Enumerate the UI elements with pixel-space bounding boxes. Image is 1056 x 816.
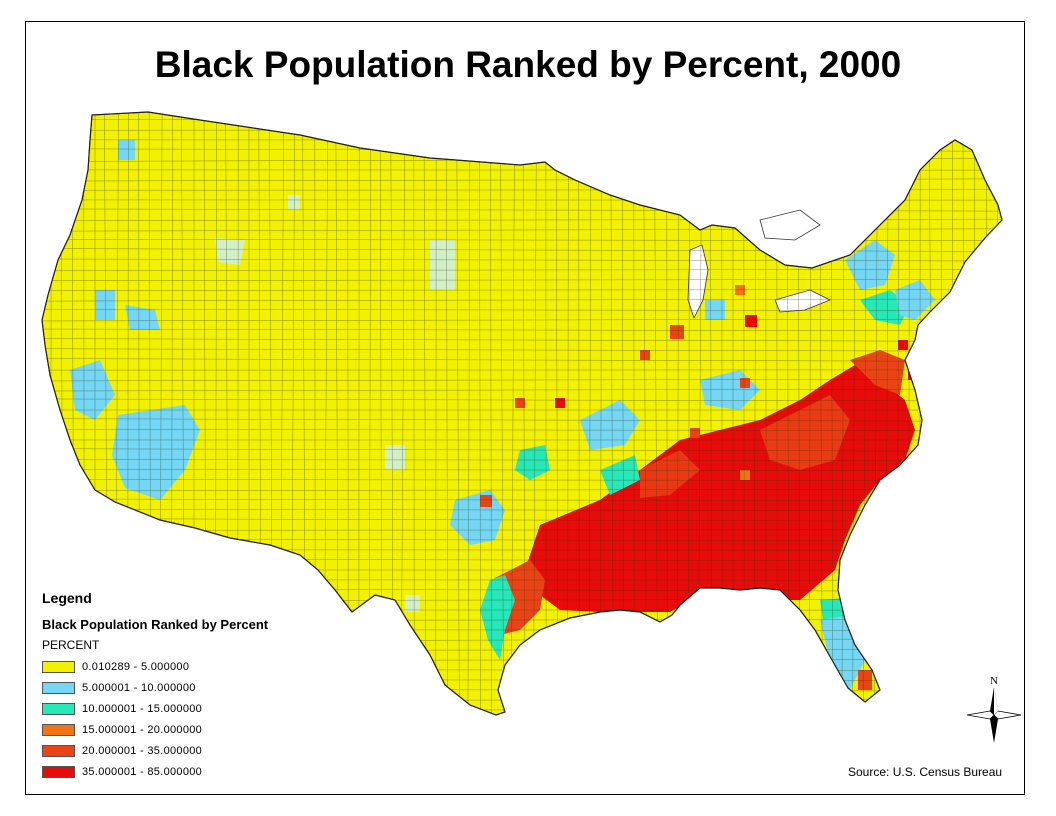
region-5-10-new-england — [895, 280, 935, 320]
county-line — [42, 279, 1002, 281]
region-10-15-arkansas — [600, 455, 640, 495]
county-line — [42, 549, 1002, 551]
region-10-15-texas — [480, 575, 515, 660]
county-line — [42, 448, 1002, 452]
patch-dakotas — [430, 240, 455, 290]
region-5-10-oregon — [95, 290, 115, 320]
county-line — [42, 269, 1002, 271]
county-tennessee — [740, 470, 750, 480]
county-line — [42, 459, 1002, 461]
county-chicago — [670, 325, 684, 339]
county-line — [42, 468, 1002, 472]
patch-texas — [405, 595, 420, 612]
legend-swatch — [42, 661, 75, 673]
patch-idaho — [215, 238, 245, 265]
legend-label: 15.000001 - 20.000000 — [82, 724, 203, 736]
county-line — [42, 518, 1002, 522]
legend-label: 20.000001 - 35.000000 — [82, 745, 203, 757]
county-ohio — [740, 378, 750, 388]
lake-superior-huron — [759, 209, 821, 241]
county-line — [42, 318, 1002, 322]
county-line — [42, 579, 1002, 581]
region-5-10-new-york — [845, 240, 895, 290]
patch-montana — [288, 195, 300, 210]
region-20-35-tennessee — [640, 450, 700, 498]
county-line — [42, 488, 1002, 492]
west-point — [966, 710, 995, 720]
county-line — [42, 358, 1002, 362]
legend-heading: Legend — [42, 590, 92, 606]
map-title: Black Population Ranked by Percent, 2000 — [154, 44, 902, 85]
south-point — [990, 715, 998, 743]
north-label: N — [990, 675, 998, 687]
county-line — [42, 348, 1002, 352]
legend-label: 5.000001 - 10.000000 — [82, 682, 196, 694]
county-line — [30, 99, 1010, 102]
county-line — [42, 398, 1002, 402]
county-line — [42, 298, 1002, 302]
county-miami — [858, 670, 872, 690]
county-line — [42, 388, 1002, 392]
region-5-10-missouri — [580, 400, 640, 450]
county-line — [1007, 100, 1009, 720]
legend-item: 35.000001 - 85.000000 — [42, 765, 202, 779]
lake-erie — [774, 289, 831, 313]
region-20-35-piedmont — [760, 395, 850, 470]
legend-item: 20.000001 - 35.000000 — [42, 744, 202, 758]
legend-label: 35.000001 - 85.000000 — [82, 766, 203, 778]
patch-new-mexico — [385, 445, 405, 470]
legend-item: 5.000001 - 10.000000 — [42, 681, 196, 695]
county-illinois — [640, 350, 650, 360]
county-maryland — [898, 340, 908, 350]
east-point — [993, 710, 1022, 720]
county-line — [42, 418, 1002, 422]
legend-label: 0.010289 - 5.000000 — [82, 661, 190, 673]
county-line — [42, 308, 1002, 312]
legend-item: 0.010289 - 5.000000 — [42, 660, 189, 674]
county-line — [42, 378, 1002, 382]
region-5-10-lake-michigan-shore — [705, 300, 725, 320]
county-line — [42, 498, 1002, 502]
county-line — [42, 338, 1002, 342]
legend-swatch — [42, 745, 75, 757]
county-line — [42, 258, 1002, 262]
legend-item: 15.000001 - 20.000000 — [42, 723, 202, 737]
legend-swatch — [42, 766, 75, 778]
county-line — [30, 109, 1010, 112]
county-line — [42, 508, 1002, 512]
north-highlight — [994, 687, 998, 715]
county-line — [42, 289, 1002, 291]
county-kansas-city — [555, 398, 565, 408]
county-detroit — [745, 315, 757, 327]
legend-layer-name: Black Population Ranked by Percent — [42, 617, 269, 632]
county-kentucky — [690, 428, 700, 438]
region-5-10-nevada — [125, 305, 160, 330]
county-line — [995, 112, 999, 715]
legend-label: 10.000001 - 15.000000 — [82, 703, 203, 715]
county-oklahoma — [480, 495, 492, 507]
county-line — [42, 479, 1002, 481]
county-line — [42, 429, 1002, 431]
county-kansas — [515, 398, 525, 408]
county-line — [42, 649, 1002, 651]
region-5-10-seattle — [118, 140, 135, 160]
county-line — [42, 328, 1002, 332]
region-5-10-san-francisco — [70, 360, 115, 420]
legend-field-name: PERCENT — [42, 638, 100, 652]
legend-swatch — [42, 724, 75, 736]
region-5-10-southern-california — [112, 405, 200, 500]
compass-rose-icon: N — [966, 675, 1022, 743]
legend-item: 10.000001 - 15.000000 — [42, 702, 202, 716]
legend-swatch — [42, 682, 75, 694]
source-credit: Source: U.S. Census Bureau — [848, 765, 1003, 779]
region-10-15-oklahoma — [515, 445, 550, 480]
legend-swatch — [42, 703, 75, 715]
